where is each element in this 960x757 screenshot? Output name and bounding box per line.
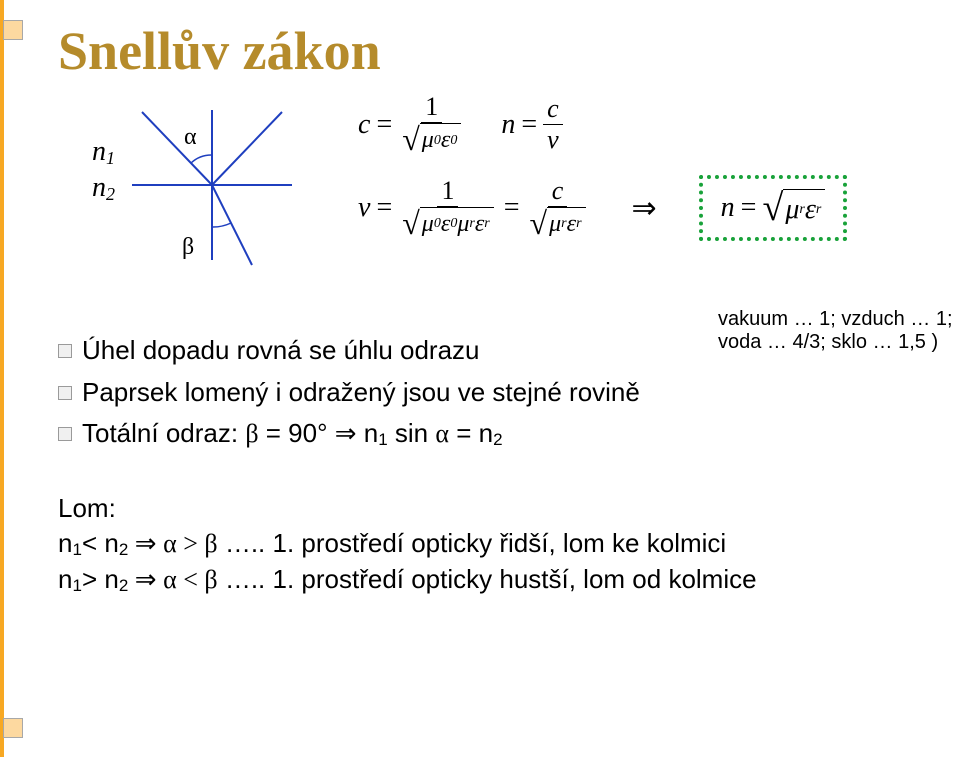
side-note-line1: vakuum … 1; vzduch … 1; xyxy=(718,308,958,331)
b3-pb: sin xyxy=(388,418,436,448)
n2-letter: n xyxy=(92,172,106,203)
cv-num: c xyxy=(543,94,563,125)
c-den: √ μ0ε0 xyxy=(398,123,465,157)
b3-pa: n xyxy=(357,418,379,448)
vd2-er: ε xyxy=(567,211,576,238)
vd-mu0s: 0 xyxy=(434,216,441,232)
c-frac: 1 √ μ0ε0 xyxy=(398,92,465,157)
v-frac2: c √ μrεr xyxy=(526,176,590,241)
n1-sub: 1 xyxy=(106,148,115,168)
v-num2: c xyxy=(548,176,568,207)
box-epss: r xyxy=(816,202,821,218)
accent-square-top xyxy=(3,20,23,40)
cv-den: v xyxy=(543,125,563,155)
lom-block: Lom: n1< n2 ⇒ α > β ….. 1. prostředí opt… xyxy=(58,493,960,596)
b3-s2: 2 xyxy=(493,430,502,449)
mu0s: 0 xyxy=(434,133,441,149)
bullet-list: Úhel dopadu rovná se úhlu odrazu Paprsek… xyxy=(58,332,918,453)
box-n: n xyxy=(721,192,735,224)
r1-s1: 1 xyxy=(72,540,81,559)
vd-e0: ε xyxy=(441,211,450,238)
eps0: ε xyxy=(441,127,450,154)
eq-sign-4: = xyxy=(498,192,526,224)
ray-diagram-svg: α β xyxy=(92,100,302,270)
v-num1: 1 xyxy=(437,176,458,207)
r2-op: > n xyxy=(82,564,119,594)
bullet-2: Paprsek lomený i odražený jsou ve stejné… xyxy=(58,374,918,412)
r2-arr: ⇒ xyxy=(128,565,163,594)
formula-row-1: c = 1 √ μ0ε0 n = c xyxy=(358,92,960,157)
bullet-1: Úhel dopadu rovná se úhlu odrazu xyxy=(58,332,918,370)
vd-mur: μ xyxy=(457,211,469,238)
eps0s: 0 xyxy=(450,133,457,149)
n1-label: n1 xyxy=(92,136,115,169)
upper-area: n1 n2 α β xyxy=(58,92,960,302)
r1-txt: ….. 1. prostředí opticky řidší, lom ke k… xyxy=(218,528,727,558)
cv-frac: c v xyxy=(543,94,563,155)
eq-sign-5: = xyxy=(735,192,763,224)
lom-row-1: n1< n2 ⇒ α > β ….. 1. prostředí opticky … xyxy=(58,528,960,560)
r1-s2: 2 xyxy=(119,540,128,559)
n1-letter: n xyxy=(92,136,106,167)
vd-er: ε xyxy=(475,211,484,238)
formulas-block: c = 1 √ μ0ε0 n = c xyxy=(358,92,960,259)
box-mu: μ xyxy=(785,194,799,226)
refraction-diagram: n1 n2 α β xyxy=(92,100,302,270)
svg-text:β: β xyxy=(182,234,194,260)
lom-row-2: n1> n2 ⇒ α < β ….. 1. prostředí opticky … xyxy=(58,564,960,596)
vd-ers: r xyxy=(484,216,489,232)
content-block: vakuum … 1; vzduch … 1; voda … 4/3; sklo… xyxy=(58,332,918,453)
b3-pc: = n xyxy=(449,418,493,448)
v-formula: v = 1 √ μ0ε0μrεr = c √ xyxy=(358,176,590,241)
r2-txt: ….. 1. prostředí opticky hustší, lom od … xyxy=(218,564,757,594)
n-cv-formula: n = c v xyxy=(501,94,562,155)
implies-arrow: ⇒ xyxy=(626,191,663,226)
r1-arr: ⇒ xyxy=(128,529,163,558)
c-num: 1 xyxy=(421,92,442,123)
svg-text:α: α xyxy=(184,124,197,150)
v-den1: √ μ0ε0μrεr xyxy=(398,207,498,241)
eq-sign-2: = xyxy=(515,109,543,141)
b3-alpha: α xyxy=(435,419,449,448)
r1-n: n xyxy=(58,528,72,558)
c-lhs: c xyxy=(358,109,370,141)
b3-arrow: ⇒ xyxy=(335,419,357,448)
b3-s1: 1 xyxy=(378,430,387,449)
r1-op: < n xyxy=(82,528,119,558)
vd-mu0: μ xyxy=(422,211,434,238)
n-lhs: n xyxy=(501,109,515,141)
formula-row-2: v = 1 √ μ0ε0μrεr = c √ xyxy=(358,175,960,241)
vd2-ers: r xyxy=(576,216,581,232)
r2-s1: 1 xyxy=(72,576,81,595)
v-frac1: 1 √ μ0ε0μrεr xyxy=(398,176,498,241)
v-den2: √ μrεr xyxy=(526,207,590,241)
c-formula: c = 1 √ μ0ε0 xyxy=(358,92,465,157)
box-eps: ε xyxy=(805,194,816,226)
r2-rel: α < β xyxy=(163,565,218,594)
n2-sub: 2 xyxy=(106,184,115,204)
n2-label: n2 xyxy=(92,172,115,205)
page-title: Snellův zákon xyxy=(58,20,960,82)
b3-pre: Totální odraz: xyxy=(82,418,245,448)
mu0: μ xyxy=(422,127,434,154)
r2-n: n xyxy=(58,564,72,594)
slide-page: Snellův zákon n1 n2 xyxy=(0,0,960,757)
vd2-mur: μ xyxy=(549,211,561,238)
b3-eq: = 90° xyxy=(259,418,335,448)
r1-rel: α > β xyxy=(163,529,218,558)
boxed-n-formula: n = √ μrεr xyxy=(699,175,848,241)
lom-heading: Lom: xyxy=(58,493,960,524)
bullet-3: Totální odraz: β = 90° ⇒ n1 sin α = n2 xyxy=(58,415,918,453)
eq-sign: = xyxy=(370,109,398,141)
r2-s2: 2 xyxy=(119,576,128,595)
v-lhs: v xyxy=(358,192,370,224)
eq-sign-3: = xyxy=(370,192,398,224)
accent-square-bottom xyxy=(3,718,23,738)
b3-beta: β xyxy=(245,419,258,448)
